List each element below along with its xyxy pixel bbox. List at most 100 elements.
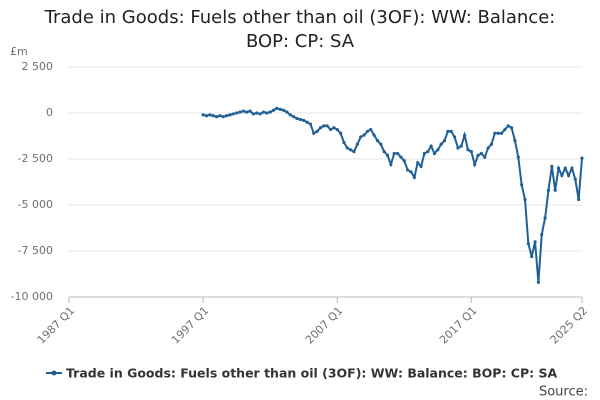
data-point <box>352 150 356 154</box>
data-point <box>513 139 517 143</box>
data-point <box>406 168 410 172</box>
data-point <box>305 120 309 124</box>
data-point <box>322 124 326 128</box>
data-point <box>308 122 313 126</box>
data-point <box>235 111 239 115</box>
data-point <box>543 216 547 220</box>
data-point <box>416 161 420 165</box>
data-point <box>392 151 396 156</box>
data-point <box>412 175 416 179</box>
data-point <box>399 155 403 159</box>
data-point <box>231 112 235 116</box>
data-point <box>369 127 373 132</box>
data-point <box>298 117 302 122</box>
data-point <box>214 115 219 119</box>
data-point <box>540 232 544 237</box>
data-point <box>563 166 567 170</box>
data-point <box>355 142 359 146</box>
data-point <box>385 153 390 157</box>
data-point <box>429 144 433 148</box>
data-point <box>446 129 450 133</box>
data-point <box>426 150 430 154</box>
data-point <box>295 116 299 121</box>
data-point <box>530 254 534 259</box>
data-point <box>255 111 259 115</box>
series-line <box>202 107 583 283</box>
data-point <box>419 164 423 168</box>
data-point <box>335 127 339 132</box>
data-point <box>395 151 400 156</box>
data-point <box>275 106 279 110</box>
data-point <box>506 124 510 128</box>
data-point <box>520 183 524 187</box>
data-point <box>224 114 229 118</box>
data-point <box>577 197 581 202</box>
data-point <box>533 240 537 244</box>
data-point <box>439 142 443 146</box>
data-point <box>245 110 249 114</box>
data-point <box>318 126 323 130</box>
data-point <box>372 133 376 137</box>
data-point <box>486 146 490 150</box>
data-point <box>516 155 520 159</box>
data-point <box>459 144 463 148</box>
data-point <box>452 135 457 139</box>
data-point <box>489 142 494 146</box>
y-tick-label: -5 000 <box>18 198 53 211</box>
data-point <box>379 142 383 146</box>
data-point <box>550 164 554 168</box>
data-point <box>566 173 571 178</box>
data-point <box>499 131 504 135</box>
data-point <box>345 146 349 150</box>
data-point <box>449 129 453 133</box>
y-tick-label: 0 <box>46 106 53 119</box>
data-point <box>201 113 205 117</box>
data-point <box>402 159 406 163</box>
y-tick-label: 2 500 <box>22 60 54 73</box>
data-point <box>432 151 437 156</box>
data-point <box>204 114 209 118</box>
data-point <box>546 188 551 192</box>
data-point <box>409 170 413 174</box>
x-tick-label: 1997 Q1 <box>169 304 212 347</box>
data-point <box>221 115 225 119</box>
data-point <box>456 146 460 150</box>
data-point <box>473 162 477 167</box>
data-point <box>208 113 212 117</box>
data-point <box>483 155 487 159</box>
data-point <box>292 115 296 119</box>
chart-title: Trade in Goods: Fuels other than oil (3O… <box>44 7 556 52</box>
data-point <box>509 126 514 130</box>
data-point <box>493 131 497 135</box>
data-point <box>436 148 440 152</box>
data-point <box>265 111 269 115</box>
y-tick-label: -7 500 <box>18 244 53 257</box>
data-point <box>422 151 427 156</box>
data-point <box>362 133 366 137</box>
data-point <box>281 108 286 112</box>
data-point <box>302 118 306 122</box>
data-point <box>325 124 329 128</box>
data-point <box>228 113 232 117</box>
x-tick-label: 2025 Q2 <box>548 304 591 347</box>
data-point <box>536 280 541 284</box>
data-point <box>338 131 343 135</box>
data-point <box>365 129 370 133</box>
data-point <box>466 148 470 152</box>
data-point <box>553 188 557 192</box>
data-point <box>251 112 256 116</box>
x-tick-label: 2007 Q1 <box>303 304 346 347</box>
data-point <box>278 107 282 111</box>
data-point <box>389 162 393 167</box>
data-point <box>211 114 215 118</box>
data-point <box>258 112 262 116</box>
data-point <box>573 177 577 181</box>
data-point <box>375 139 380 143</box>
data-point <box>523 197 527 202</box>
data-point <box>479 151 484 156</box>
data-point <box>271 108 276 112</box>
data-point <box>315 129 319 133</box>
data-point <box>382 150 386 154</box>
